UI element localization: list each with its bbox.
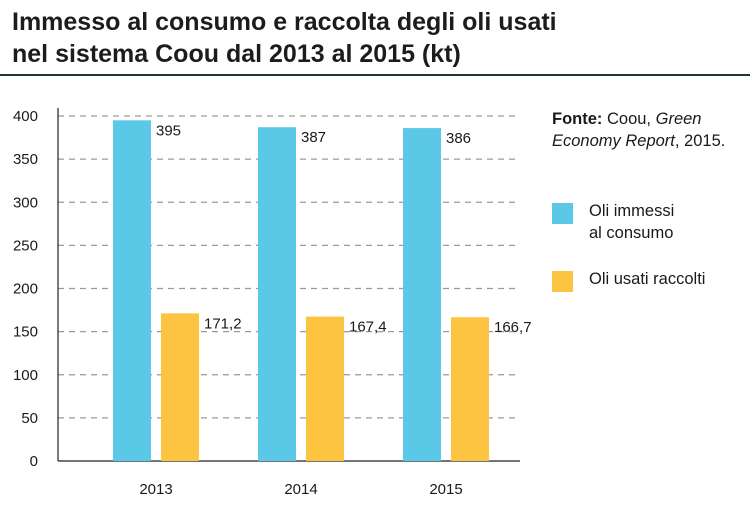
legend-item-oli-usati: Oli usati raccolti bbox=[552, 268, 747, 292]
bar-oli-immessi-2013 bbox=[113, 120, 151, 461]
bar-oli-usati-2015 bbox=[451, 317, 489, 461]
x-tick-label-2015: 2015 bbox=[429, 481, 462, 498]
y-tick-label-100: 100 bbox=[13, 367, 38, 384]
title-divider bbox=[0, 74, 750, 76]
y-tick-label-50: 50 bbox=[21, 410, 38, 427]
source-label: Fonte: bbox=[552, 110, 603, 128]
data-label-oli-immessi-2015: 386 bbox=[446, 130, 471, 147]
data-label-oli-immessi-2013: 395 bbox=[156, 122, 181, 139]
y-tick-label-250: 250 bbox=[13, 237, 38, 254]
data-label-oli-usati-2013: 171,2 bbox=[204, 315, 242, 332]
chart-title-line-1: Immesso al consumo e raccolta degli oli … bbox=[12, 8, 557, 36]
y-tick-label-400: 400 bbox=[13, 108, 38, 125]
source-note: Fonte: Coou, Green Economy Report, 2015. bbox=[552, 108, 747, 152]
y-tick-label-200: 200 bbox=[13, 281, 38, 298]
legend-label-oli-immessi-line-2: al consumo bbox=[589, 224, 674, 242]
y-tick-label-300: 300 bbox=[13, 194, 38, 211]
legend-item-oli-immessi: Oli immessi al consumo bbox=[552, 200, 747, 244]
y-tick-label-350: 350 bbox=[13, 151, 38, 168]
source-report-name: Green Economy Report bbox=[552, 110, 702, 150]
source-text-before: Coou, bbox=[602, 110, 656, 128]
legend-label-oli-immessi-line-1: Oli immessi bbox=[589, 202, 675, 220]
chart-title-line-2: nel sistema Coou dal 2013 al 2015 (kt) bbox=[12, 40, 461, 68]
bar-oli-immessi-2015 bbox=[403, 128, 441, 461]
source-text-after: , 2015. bbox=[674, 132, 726, 150]
x-tick-label-2013: 2013 bbox=[139, 481, 172, 498]
bar-oli-usati-2013 bbox=[161, 313, 199, 461]
bar-oli-immessi-2014 bbox=[258, 127, 296, 462]
data-label-oli-usati-2014: 167,4 bbox=[349, 319, 387, 336]
chart-legend: Fonte: Coou, Green Economy Report, 2015.… bbox=[552, 108, 747, 292]
chart-title: Immesso al consumo e raccolta degli oli … bbox=[12, 6, 742, 70]
bar-oli-usati-2014 bbox=[306, 316, 344, 461]
legend-swatch-yellow bbox=[552, 271, 573, 292]
legend-swatch-blue bbox=[552, 203, 573, 224]
y-tick-label-150: 150 bbox=[13, 324, 38, 341]
data-label-oli-immessi-2014: 387 bbox=[301, 129, 326, 146]
data-label-oli-usati-2015: 166,7 bbox=[494, 319, 532, 336]
x-tick-label-2014: 2014 bbox=[284, 481, 317, 498]
y-tick-label-0: 0 bbox=[30, 453, 38, 470]
legend-label-oli-usati: Oli usati raccolti bbox=[589, 270, 706, 288]
